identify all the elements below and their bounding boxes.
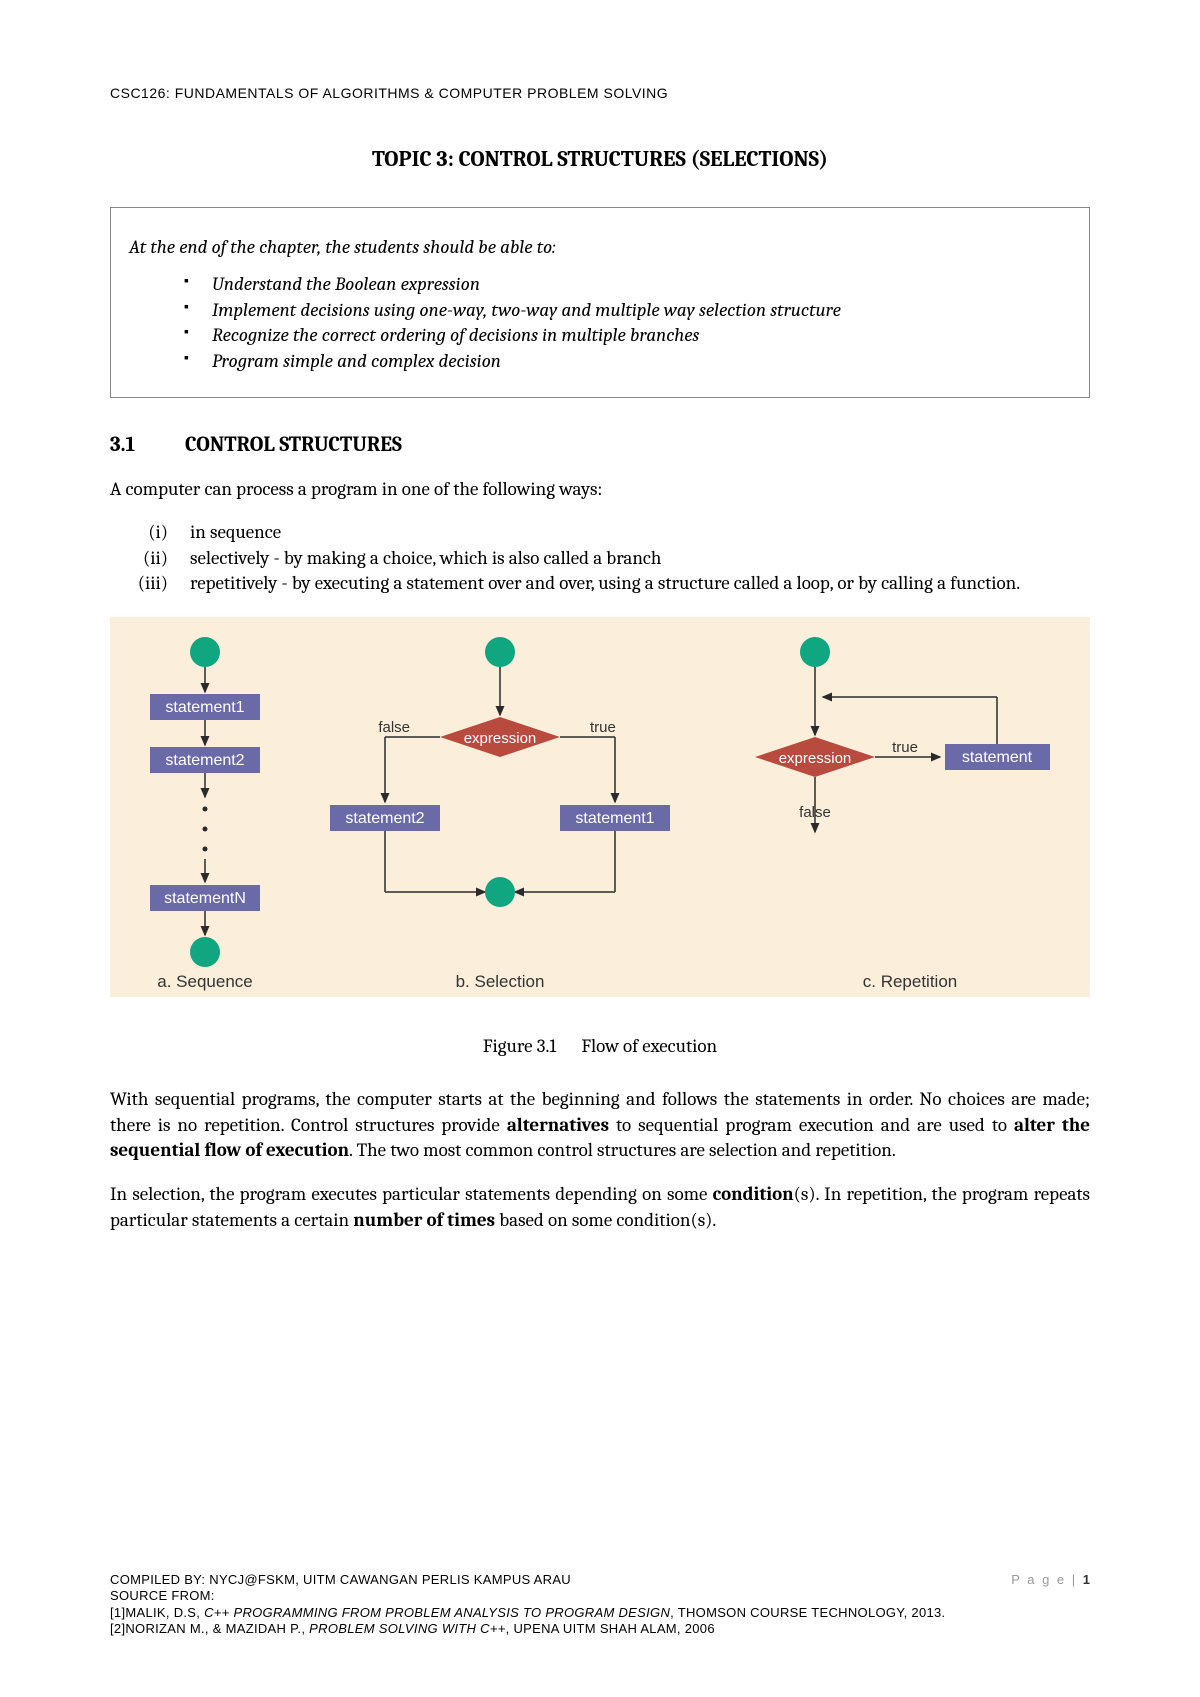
- svg-text:expression: expression: [779, 750, 852, 767]
- list-text: in sequence: [190, 520, 1090, 546]
- figure-caption: Figure 3.1 Flow of execution: [110, 1035, 1090, 1057]
- svg-text:statement1: statement1: [575, 810, 654, 827]
- svg-text:a. Sequence: a. Sequence: [157, 972, 252, 991]
- section-number: 3.1: [110, 433, 185, 457]
- section-heading: 3.1CONTROL STRUCTURES: [110, 433, 1090, 457]
- list-item: (ii)selectively - by making a choice, wh…: [130, 546, 1090, 572]
- svg-text:statementN: statementN: [164, 890, 246, 907]
- course-header: CSC126: FUNDAMENTALS OF ALGORITHMS & COM…: [110, 85, 1090, 101]
- page-number: P a g e | 1: [1011, 1572, 1090, 1588]
- objective-item: Implement decisions using one-way, two-w…: [184, 298, 1059, 324]
- list-item: (i)in sequence: [130, 520, 1090, 546]
- objective-item: Program simple and complex decision: [184, 349, 1059, 375]
- figure-label: Figure 3.1: [483, 1035, 556, 1057]
- list-text: selectively - by making a choice, which …: [190, 546, 1090, 572]
- objective-item: Recognize the correct ordering of decisi…: [184, 323, 1059, 349]
- roman-numeral: (ii): [130, 546, 190, 572]
- ways-list: (i)in sequence (ii)selectively - by maki…: [110, 520, 1090, 597]
- objective-item: Understand the Boolean expression: [184, 272, 1059, 298]
- intro-paragraph: A computer can process a program in one …: [110, 477, 1090, 503]
- list-text: repetitively - by executing a statement …: [190, 571, 1090, 597]
- svg-text:c. Repetition: c. Repetition: [863, 972, 958, 991]
- flowchart-figure: statement1 statement2 statementN a. Sequ…: [110, 617, 1090, 1027]
- source-from: SOURCE FROM:: [110, 1588, 1090, 1604]
- paragraph-2: With sequential programs, the computer s…: [110, 1087, 1090, 1164]
- start-node: [485, 637, 515, 667]
- end-node: [485, 877, 515, 907]
- roman-numeral: (iii): [130, 571, 190, 597]
- roman-numeral: (i): [130, 520, 190, 546]
- paragraph-3: In selection, the program executes parti…: [110, 1182, 1090, 1233]
- reference-1: [1]MALIK, D.S, C++ PROGRAMMING FROM PROB…: [110, 1605, 1090, 1621]
- objectives-box: At the end of the chapter, the students …: [110, 207, 1090, 398]
- section-title: CONTROL STRUCTURES: [185, 433, 402, 457]
- svg-text:b. Selection: b. Selection: [456, 972, 545, 991]
- compiled-by: COMPILED BY: NYCJ@FSKM, UITM CAWANGAN PE…: [110, 1572, 1090, 1588]
- svg-text:expression: expression: [464, 730, 537, 747]
- figure-text: Flow of execution: [581, 1035, 717, 1057]
- flowchart-svg: statement1 statement2 statementN a. Sequ…: [110, 617, 1090, 1027]
- svg-text:statement1: statement1: [165, 699, 244, 716]
- start-node: [190, 637, 220, 667]
- reference-2: [2]NORIZAN M., & MAZIDAH P., PROBLEM SOL…: [110, 1621, 1090, 1637]
- topic-title: TOPIC 3: CONTROL STRUCTURES (SELECTIONS): [110, 146, 1090, 172]
- svg-text:false: false: [378, 719, 410, 736]
- page-footer: P a g e | 1 COMPILED BY: NYCJ@FSKM, UITM…: [110, 1572, 1090, 1637]
- svg-text:statement2: statement2: [165, 752, 244, 769]
- svg-text:statement2: statement2: [345, 810, 424, 827]
- end-node: [190, 937, 220, 967]
- start-node: [800, 637, 830, 667]
- objectives-list: Understand the Boolean expression Implem…: [129, 272, 1059, 375]
- svg-text:statement: statement: [962, 749, 1033, 766]
- objectives-intro: At the end of the chapter, the students …: [129, 236, 1059, 258]
- list-item: (iii)repetitively - by executing a state…: [130, 571, 1090, 597]
- svg-text:true: true: [892, 739, 918, 756]
- svg-text:false: false: [799, 804, 831, 821]
- svg-text:true: true: [590, 719, 616, 736]
